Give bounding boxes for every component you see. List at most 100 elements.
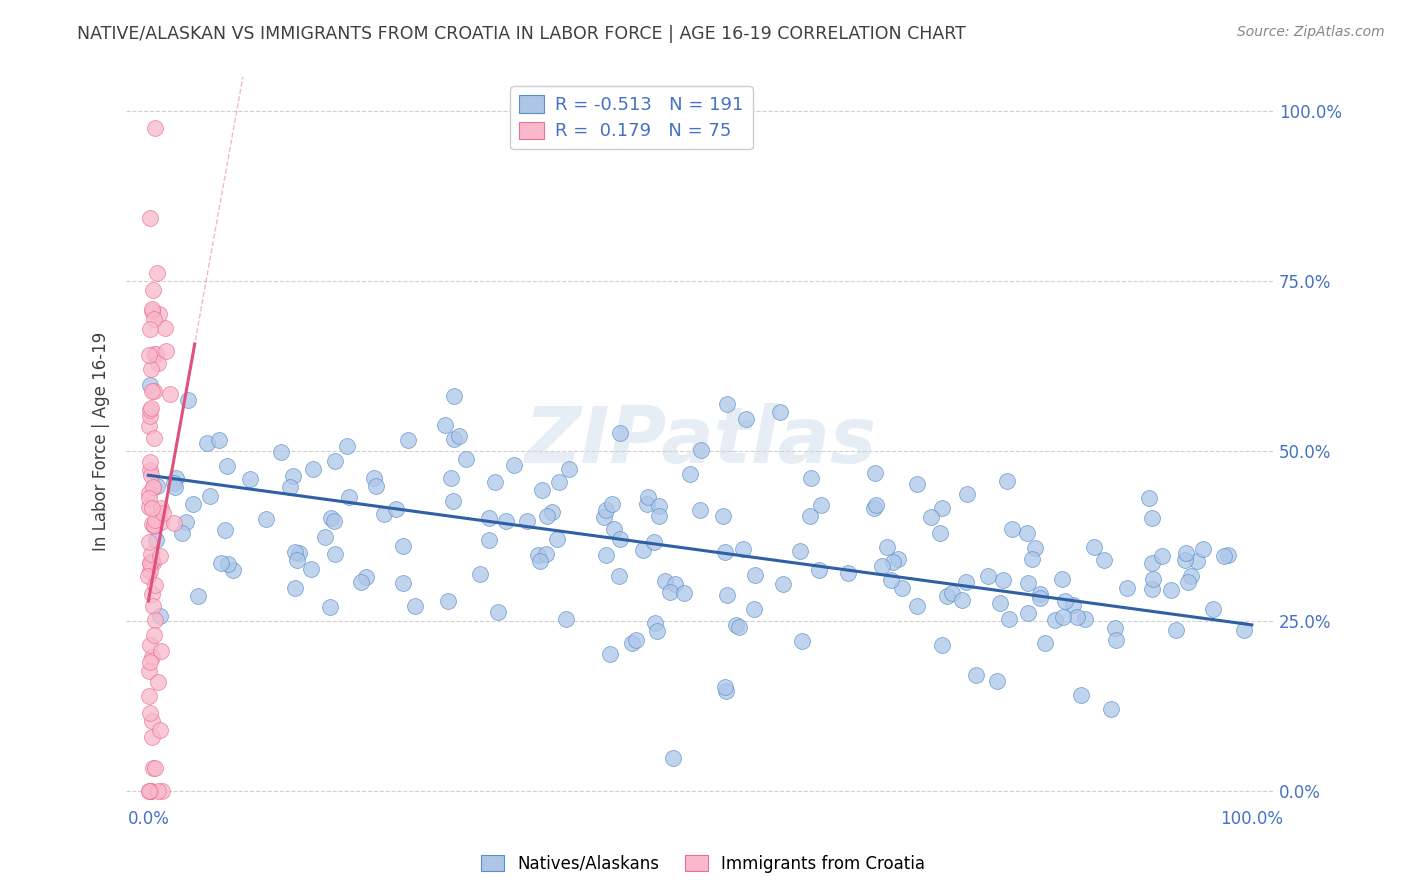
- Point: [607, 569, 630, 583]
- Point: [152, 784, 174, 798]
- Point: [350, 575, 373, 590]
- Point: [950, 592, 973, 607]
- Point: [810, 498, 832, 512]
- Point: [391, 576, 413, 591]
- Point: [142, 480, 165, 494]
- Point: [148, 356, 170, 370]
- Point: [941, 586, 963, 600]
- Point: [138, 463, 160, 477]
- Point: [364, 479, 387, 493]
- Point: [143, 761, 166, 775]
- Point: [373, 507, 395, 521]
- Point: [163, 475, 186, 490]
- Point: [456, 452, 478, 467]
- Point: [145, 533, 167, 547]
- Point: [714, 544, 737, 558]
- Point: [955, 574, 977, 589]
- Point: [149, 723, 172, 737]
- Point: [905, 599, 928, 613]
- Point: [141, 401, 163, 416]
- Point: [1140, 556, 1163, 570]
- Point: [595, 549, 617, 563]
- Point: [139, 468, 162, 483]
- Point: [920, 510, 942, 524]
- Point: [554, 612, 576, 626]
- Point: [139, 455, 162, 469]
- Point: [995, 474, 1018, 488]
- Point: [624, 632, 647, 647]
- Point: [495, 514, 517, 528]
- Point: [689, 503, 711, 517]
- Point: [998, 612, 1021, 626]
- Point: [141, 650, 163, 665]
- Point: [865, 467, 887, 481]
- Point: [356, 570, 378, 584]
- Point: [337, 490, 360, 504]
- Point: [531, 483, 554, 497]
- Point: [1066, 609, 1088, 624]
- Point: [148, 784, 170, 798]
- Point: [541, 505, 564, 519]
- Point: [800, 471, 823, 485]
- Point: [384, 501, 406, 516]
- Point: [138, 418, 160, 433]
- Point: [1024, 541, 1046, 555]
- Point: [1017, 576, 1039, 591]
- Point: [1000, 522, 1022, 536]
- Point: [603, 523, 626, 537]
- Point: [138, 569, 160, 583]
- Point: [139, 706, 162, 720]
- Point: [546, 533, 568, 547]
- Point: [478, 533, 501, 548]
- Point: [141, 714, 163, 728]
- Point: [143, 518, 166, 533]
- Point: [993, 574, 1015, 588]
- Point: [148, 307, 170, 321]
- Point: [149, 644, 172, 658]
- Point: [239, 472, 262, 486]
- Point: [837, 566, 859, 580]
- Point: [799, 508, 821, 523]
- Point: [143, 578, 166, 592]
- Point: [214, 523, 236, 537]
- Point: [165, 471, 187, 485]
- Point: [447, 428, 470, 442]
- Point: [529, 554, 551, 568]
- Point: [1213, 549, 1236, 563]
- Point: [138, 535, 160, 549]
- Point: [862, 500, 884, 515]
- Point: [139, 784, 162, 798]
- Point: [1177, 574, 1199, 589]
- Point: [143, 384, 166, 398]
- Point: [254, 512, 277, 526]
- Point: [1142, 572, 1164, 586]
- Point: [1083, 540, 1105, 554]
- Point: [664, 576, 686, 591]
- Point: [396, 433, 419, 447]
- Point: [742, 602, 765, 616]
- Point: [631, 542, 654, 557]
- Point: [143, 613, 166, 627]
- Point: [865, 498, 887, 512]
- Point: [143, 513, 166, 527]
- Point: [138, 485, 160, 500]
- Point: [433, 417, 456, 432]
- Point: [142, 519, 165, 533]
- Point: [141, 304, 163, 318]
- Point: [159, 387, 181, 401]
- Point: [935, 589, 957, 603]
- Point: [1185, 554, 1208, 568]
- Point: [149, 609, 172, 624]
- Point: [1216, 548, 1239, 562]
- Point: [931, 501, 953, 516]
- Point: [319, 600, 342, 615]
- Point: [484, 475, 506, 489]
- Point: [138, 784, 160, 798]
- Point: [139, 784, 162, 798]
- Point: [679, 467, 702, 481]
- Point: [283, 545, 305, 559]
- Point: [221, 563, 243, 577]
- Point: [621, 635, 644, 649]
- Point: [599, 647, 621, 661]
- Text: Source: ZipAtlas.com: Source: ZipAtlas.com: [1237, 25, 1385, 39]
